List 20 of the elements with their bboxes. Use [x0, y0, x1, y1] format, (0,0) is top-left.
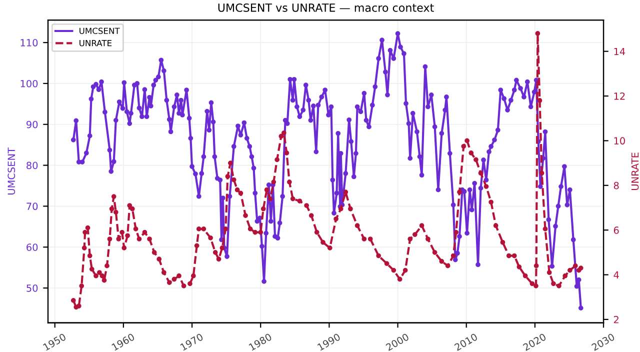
- y-tick-label: 50: [26, 284, 38, 292]
- x-tick-label: 1980: [248, 332, 272, 351]
- y-tick-label: 70: [26, 202, 38, 210]
- y2-tick-label: 2: [614, 316, 618, 324]
- y-tick-label: 80: [26, 162, 38, 170]
- y-axis-title: UMCSENT: [8, 147, 16, 194]
- chart-title: UMCSENT vs UNRATE — macro context: [218, 3, 434, 12]
- y-tick-label: 110: [20, 39, 38, 46]
- y2-axis-title: UNRATE: [631, 152, 639, 190]
- y2-tick-label: 10: [614, 137, 625, 145]
- y2-tick-label: 4: [614, 271, 619, 278]
- legend-label: UNRATE: [80, 40, 112, 46]
- y2-tick-label: 12: [614, 92, 625, 100]
- y-tick-label: 60: [26, 244, 38, 251]
- y2-tick-label: 6: [614, 226, 619, 234]
- y2-tick-label: 8: [614, 182, 619, 190]
- y2-tick-label: 14: [614, 48, 626, 56]
- y-tick-label: 100: [20, 80, 38, 88]
- y-tick-label: 90: [26, 120, 38, 128]
- legend-label: UMCSENT: [80, 28, 120, 34]
